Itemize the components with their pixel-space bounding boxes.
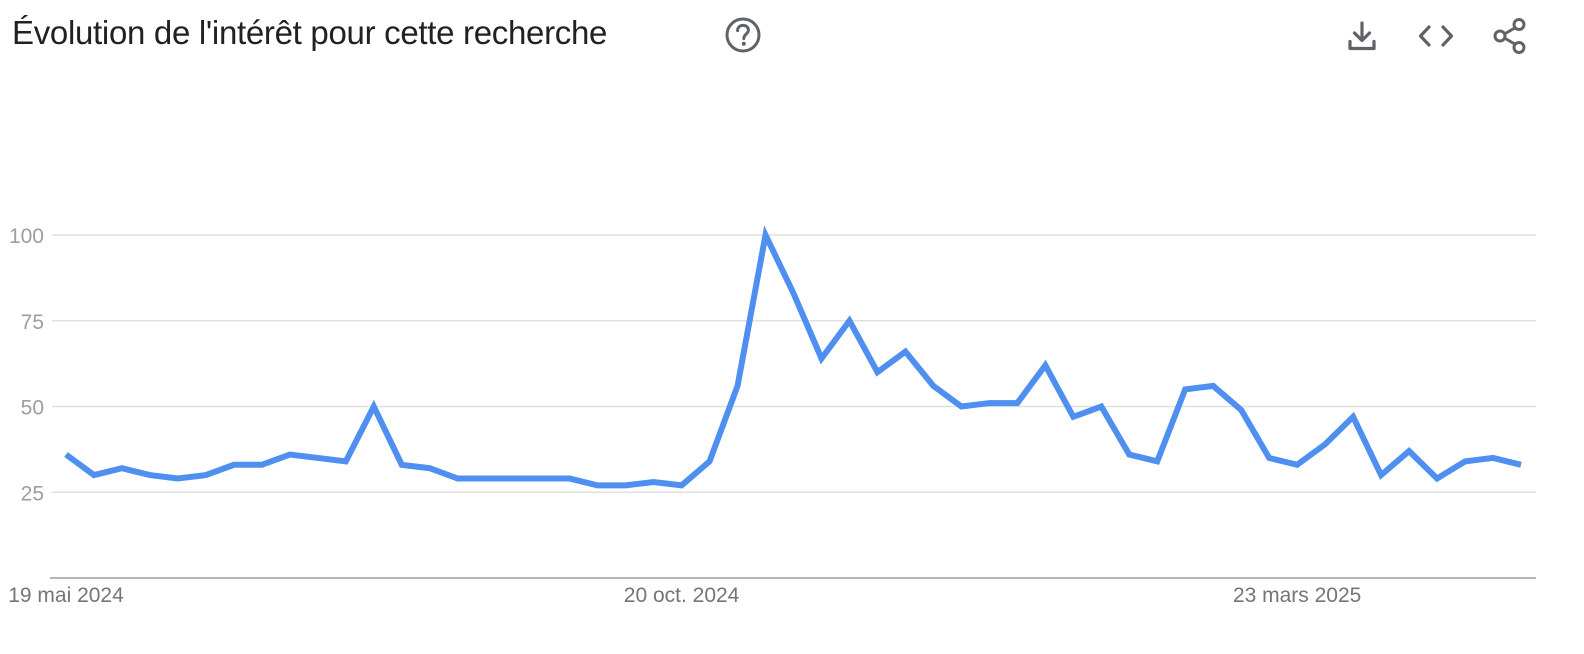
grid-lines [52, 234, 1536, 493]
data-point[interactable] [1207, 380, 1219, 392]
data-point[interactable] [452, 473, 464, 485]
data-point[interactable] [843, 315, 855, 327]
data-point[interactable] [116, 462, 128, 474]
series-layer[interactable] [60, 225, 1527, 491]
data-point[interactable] [480, 473, 492, 485]
data-point[interactable] [1235, 404, 1247, 416]
data-point[interactable] [1403, 445, 1415, 457]
data-point[interactable] [424, 462, 436, 474]
x-axis-ticks: 19 mai 2024 20 oct. 2024 23 mars 2025 [8, 584, 1361, 607]
data-point[interactable] [1459, 455, 1471, 467]
chart-header: Évolution de l'intérêt pour cette recher… [0, 0, 1584, 72]
data-point[interactable] [927, 380, 939, 392]
data-point[interactable] [396, 459, 408, 471]
data-point[interactable] [536, 473, 548, 485]
data-point[interactable] [815, 352, 827, 364]
data-point[interactable] [1431, 473, 1443, 485]
data-point[interactable] [1347, 411, 1359, 423]
data-point[interactable] [1123, 449, 1135, 461]
data-point[interactable] [1291, 459, 1303, 471]
y-tick-label: 25 [21, 482, 44, 505]
help-circle-icon[interactable] [724, 16, 762, 54]
data-point[interactable] [1067, 411, 1079, 423]
data-point[interactable] [144, 469, 156, 481]
data-point[interactable] [508, 473, 520, 485]
data-point[interactable] [704, 455, 716, 467]
data-point[interactable] [1487, 452, 1499, 464]
x-tick-label: 20 oct. 2024 [624, 584, 740, 607]
data-point[interactable] [1151, 455, 1163, 467]
data-point[interactable] [1179, 383, 1191, 395]
data-point[interactable] [1319, 438, 1331, 450]
data-point[interactable] [312, 452, 324, 464]
y-tick-label: 100 [9, 225, 44, 248]
series-line[interactable] [64, 225, 1522, 489]
y-tick-label: 50 [21, 397, 44, 420]
data-point[interactable] [1039, 359, 1051, 371]
data-point[interactable] [88, 469, 100, 481]
data-point[interactable] [564, 473, 576, 485]
data-point[interactable] [200, 469, 212, 481]
data-point[interactable] [60, 449, 72, 461]
download-icon [1348, 21, 1376, 51]
data-point[interactable] [1095, 401, 1107, 413]
download-button[interactable] [1340, 14, 1384, 58]
embed-button[interactable] [1414, 14, 1458, 58]
data-point[interactable] [955, 401, 967, 413]
data-point[interactable] [620, 479, 632, 491]
data-point[interactable] [592, 479, 604, 491]
y-tick-label: 75 [21, 311, 44, 334]
data-point[interactable] [983, 397, 995, 409]
data-point[interactable] [1375, 469, 1387, 481]
data-point[interactable] [256, 459, 268, 471]
y-axis-ticks: 25 50 75 100 [9, 225, 44, 505]
data-point[interactable] [788, 287, 800, 299]
data-point[interactable] [1263, 452, 1275, 464]
data-point[interactable] [676, 479, 688, 491]
code-icon [1418, 25, 1454, 47]
data-point[interactable] [228, 459, 240, 471]
data-point[interactable] [899, 346, 911, 358]
share-icon [1493, 18, 1526, 54]
data-point[interactable] [648, 476, 660, 488]
x-tick-label: 19 mai 2024 [8, 584, 124, 607]
data-point[interactable] [732, 380, 744, 392]
data-point[interactable] [1011, 397, 1023, 409]
data-point[interactable] [340, 455, 352, 467]
chart-title: Évolution de l'intérêt pour cette recher… [12, 14, 608, 51]
data-point[interactable] [871, 366, 883, 378]
data-point[interactable] [172, 473, 184, 485]
x-tick-label: 23 mars 2025 [1233, 584, 1361, 607]
share-button[interactable] [1488, 14, 1532, 58]
data-point[interactable] [760, 229, 772, 241]
data-point[interactable] [1515, 459, 1527, 471]
data-point[interactable] [284, 449, 296, 461]
data-point[interactable] [368, 401, 380, 413]
